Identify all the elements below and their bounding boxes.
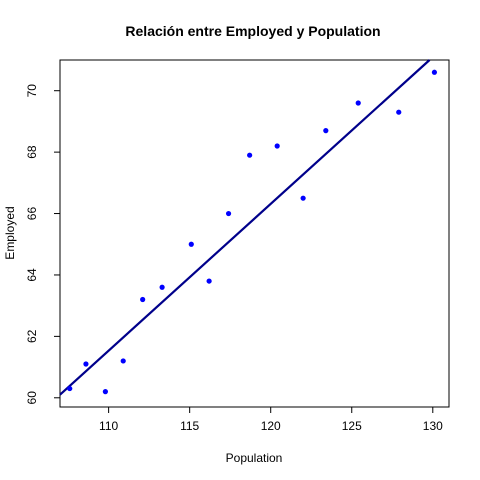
data-point <box>206 278 212 284</box>
data-point <box>140 296 146 303</box>
y-tick-label: 68 <box>25 145 39 159</box>
data-point <box>396 109 402 115</box>
data-point <box>188 241 194 247</box>
plot-frame <box>59 59 450 408</box>
data-point <box>274 143 280 149</box>
data-point <box>247 152 253 158</box>
data-point <box>300 195 306 201</box>
data-point <box>120 358 126 364</box>
y-tick-label: 60 <box>25 391 39 405</box>
data-point <box>225 210 232 217</box>
y-tick-label: 70 <box>25 84 39 98</box>
y-tick-label: 64 <box>25 268 39 282</box>
x-tick-label: 115 <box>180 419 199 433</box>
plot-content <box>59 59 438 396</box>
x-axis-label: Population <box>226 451 283 465</box>
data-point <box>355 100 361 106</box>
y-axis-label: Employed <box>3 206 17 259</box>
data-point <box>431 69 438 75</box>
data-point <box>83 361 89 367</box>
x-tick-label: 130 <box>423 419 443 433</box>
y-axis: 60 62 64 66 68 70 <box>25 84 60 405</box>
x-tick-label: 125 <box>342 419 362 433</box>
y-tick-label: 66 <box>25 207 39 221</box>
y-tick-label: 62 <box>25 329 39 343</box>
data-point <box>323 128 329 134</box>
data-point <box>67 385 73 392</box>
chart-title: Relación entre Employed y Population <box>125 23 380 39</box>
data-point <box>159 284 165 290</box>
regression-line <box>59 59 431 396</box>
data-point <box>102 389 108 395</box>
x-tick-label: 120 <box>261 419 281 433</box>
x-tick-label: 110 <box>99 419 118 433</box>
x-axis: 110 115 120 125 130 <box>99 407 443 433</box>
